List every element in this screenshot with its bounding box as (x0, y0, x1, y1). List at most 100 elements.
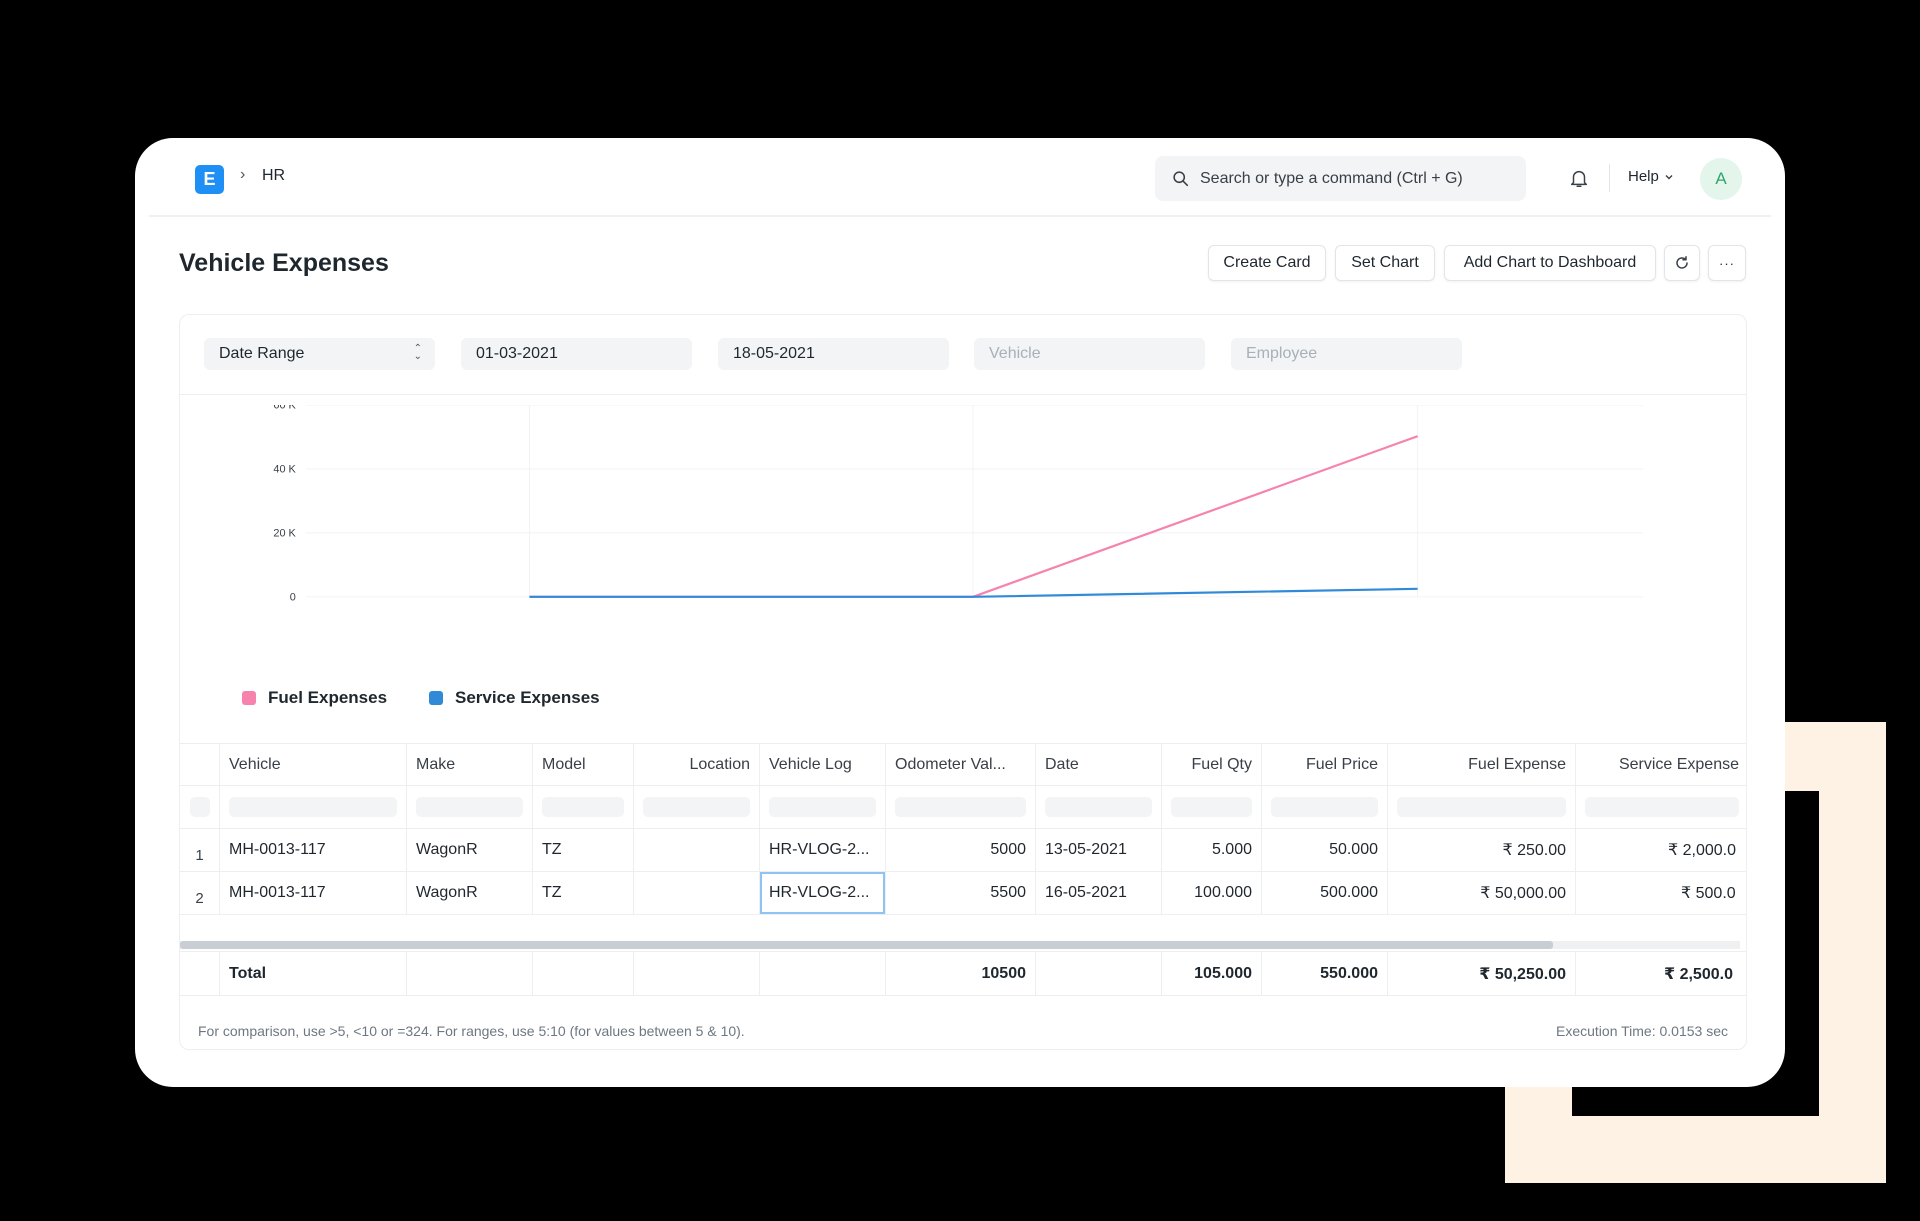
cell-fuel-price[interactable]: 500.000 (1262, 872, 1388, 914)
filter-fuel-expense-input[interactable] (1388, 786, 1576, 828)
row-index: 1 (180, 829, 220, 871)
series-line-service-expenses (529, 587, 1418, 598)
header-vehicle[interactable]: Vehicle (220, 744, 407, 785)
cell-make[interactable]: WagonR (407, 872, 533, 914)
header-fuel-price[interactable]: Fuel Price (1262, 744, 1388, 785)
filter-model-input[interactable] (533, 786, 634, 828)
cell-service-expense[interactable]: ₹ 500.0 (1681, 885, 1736, 902)
header-location[interactable]: Location (634, 744, 760, 785)
cell-odometer[interactable]: 5000 (886, 829, 1036, 871)
y-tick-label: 20 K (273, 528, 296, 540)
search-placeholder: Search or type a command (Ctrl + G) (1200, 169, 1463, 187)
search-bar[interactable]: Search or type a command (Ctrl + G) (1155, 156, 1526, 201)
total-fuel-expense: ₹ 50,250.00 (1388, 952, 1576, 995)
avatar-letter: A (1715, 169, 1727, 188)
header-make[interactable]: Make (407, 744, 533, 785)
report-card: Date Range ⌃ ⌄ 01-03-2021 18-05-2021 Vehi… (179, 314, 1747, 1050)
header-vehicle-log[interactable]: Vehicle Log (760, 744, 886, 785)
filter-help-note: For comparison, use >5, <10 or =324. For… (198, 1023, 745, 1039)
header-model[interactable]: Model (533, 744, 634, 785)
header-date[interactable]: Date (1036, 744, 1162, 785)
total-model-cell (533, 952, 634, 995)
logo-letter: E (203, 169, 216, 189)
search-icon (1173, 171, 1189, 187)
cell-model[interactable]: TZ (533, 872, 634, 914)
table-row[interactable]: 1 MH-0013-117 WagonR TZ HR-VLOG-2... 500… (180, 829, 1746, 872)
cell-fuel-price[interactable]: 50.000 (1262, 829, 1388, 871)
table-horizontal-scrollbar[interactable] (180, 941, 1740, 949)
from-date-field[interactable]: 01-03-2021 (461, 338, 692, 370)
legend-swatch-service (429, 691, 443, 705)
y-tick-label: 60 K (273, 405, 296, 412)
cell-fuel-expense[interactable]: ₹ 50,000.00 (1388, 872, 1576, 914)
execution-time: Execution Time: 0.0153 sec (1556, 1023, 1728, 1039)
help-dropdown[interactable]: Help (1628, 168, 1674, 185)
more-options-button[interactable]: ··· (1708, 245, 1746, 281)
cell-model[interactable]: TZ (533, 829, 634, 871)
refresh-icon (1676, 256, 1688, 269)
filter-odometer-input[interactable] (886, 786, 1036, 828)
y-tick-label: 0 (290, 591, 296, 603)
cell-vehicle[interactable]: MH-0013-117 (220, 872, 407, 914)
cell-vehicle-log[interactable]: HR-VLOG-2... (760, 829, 886, 871)
cell-vehicle-log-focused[interactable]: HR-VLOG-2... (760, 872, 886, 914)
add-chart-to-dashboard-button[interactable]: Add Chart to Dashboard (1444, 245, 1656, 281)
cell-location[interactable] (634, 829, 760, 871)
filter-fuel-price-input[interactable] (1262, 786, 1388, 828)
header-service-expense[interactable]: Service Expense (1618, 755, 1739, 773)
total-vehicle-log-cell (760, 952, 886, 995)
cell-fuel-qty[interactable]: 100.000 (1162, 872, 1262, 914)
filter-fuel-qty-input[interactable] (1162, 786, 1262, 828)
user-avatar[interactable]: A (1700, 158, 1742, 200)
cell-make[interactable]: WagonR (407, 829, 533, 871)
header-index (180, 744, 220, 785)
breadcrumb-hr[interactable]: HR (262, 167, 286, 184)
cell-odometer[interactable]: 5500 (886, 872, 1036, 914)
header-fuel-qty[interactable]: Fuel Qty (1162, 744, 1262, 785)
filter-location-input[interactable] (634, 786, 760, 828)
total-location-cell (634, 952, 760, 995)
filter-date-input[interactable] (1036, 786, 1162, 828)
filter-bar: Date Range ⌃ ⌄ 01-03-2021 18-05-2021 Vehi… (180, 315, 1746, 395)
cell-fuel-expense[interactable]: ₹ 250.00 (1388, 829, 1576, 871)
vehicle-filter-input[interactable]: Vehicle (974, 338, 1205, 370)
set-chart-button[interactable]: Set Chart (1335, 245, 1435, 281)
cell-date[interactable]: 13-05-2021 (1036, 829, 1162, 871)
legend-label-service: Service Expenses (455, 688, 600, 707)
total-service-expense: ₹ 2,500.0 (1664, 965, 1733, 983)
cell-vehicle[interactable]: MH-0013-117 (220, 829, 407, 871)
total-odometer: 10500 (886, 952, 1036, 995)
header-odometer[interactable]: Odometer Val... (886, 744, 1036, 785)
app-window: E › HR Search or type a command (Ctrl + … (135, 138, 1785, 1087)
employee-filter-input[interactable]: Employee (1231, 338, 1462, 370)
table-filter-row (180, 786, 1746, 829)
scrollbar-thumb[interactable] (180, 941, 1553, 949)
y-tick-label: 40 K (273, 464, 296, 476)
date-range-select[interactable]: Date Range ⌃ ⌄ (204, 338, 435, 370)
filter-service-expense-input[interactable] (1576, 786, 1746, 828)
create-card-button[interactable]: Create Card (1208, 245, 1326, 281)
refresh-button[interactable] (1664, 245, 1700, 281)
total-make-cell (407, 952, 533, 995)
navbar: E › HR Search or type a command (Ctrl + … (149, 138, 1771, 217)
total-label: Total (220, 952, 407, 995)
notification-bell-icon[interactable] (1568, 167, 1590, 189)
total-index-cell (180, 952, 220, 995)
app-logo[interactable]: E (195, 165, 224, 194)
cell-service-expense[interactable]: ₹ 2,000.0 (1668, 842, 1737, 859)
navbar-divider (1609, 164, 1610, 192)
filter-make-input[interactable] (407, 786, 533, 828)
total-fuel-qty: 105.000 (1162, 952, 1262, 995)
header-fuel-expense[interactable]: Fuel Expense (1388, 744, 1576, 785)
cell-fuel-qty[interactable]: 5.000 (1162, 829, 1262, 871)
filter-vehicle-input[interactable] (220, 786, 407, 828)
legend-label-fuel: Fuel Expenses (268, 688, 388, 707)
to-date-field[interactable]: 18-05-2021 (718, 338, 949, 370)
table-row[interactable]: 2 MH-0013-117 WagonR TZ HR-VLOG-2... 550… (180, 872, 1746, 915)
filter-index-cell (180, 786, 220, 828)
cell-date[interactable]: 16-05-2021 (1036, 872, 1162, 914)
help-label: Help (1628, 168, 1659, 185)
cell-location[interactable] (634, 872, 760, 914)
filter-vehicle-log-input[interactable] (760, 786, 886, 828)
row-index: 2 (180, 872, 220, 914)
